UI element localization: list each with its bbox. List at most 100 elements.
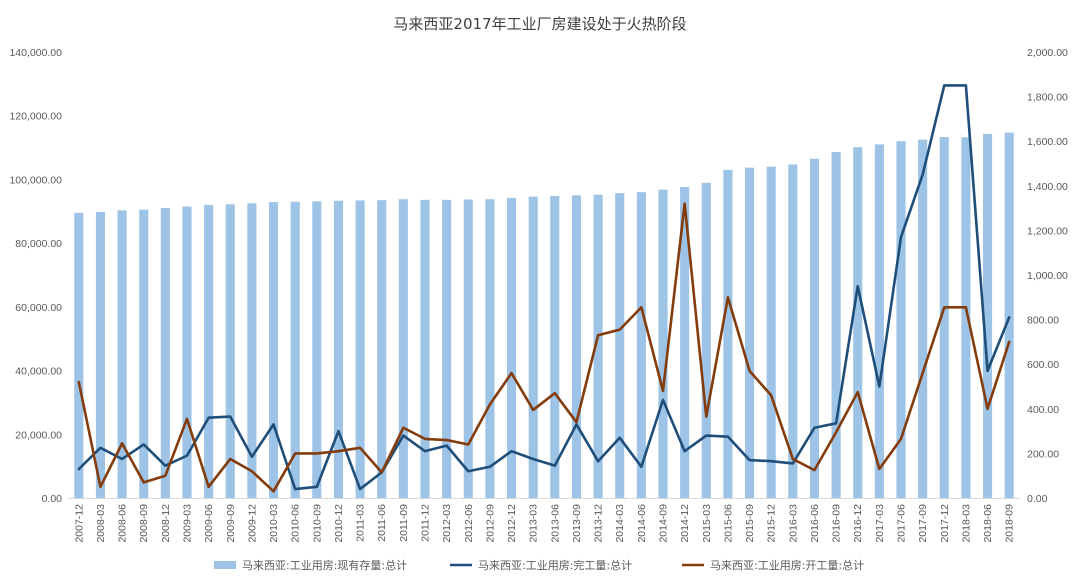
x-tick-label: 2007-12 [73, 504, 85, 543]
bar-2008-03 [95, 211, 105, 499]
x-tick-label: 2016-09 [831, 504, 843, 543]
bar-2013-06 [550, 195, 560, 499]
x-tick-label: 2018-06 [982, 504, 994, 543]
legend: 马来西亚:工业用房:现有存量:总计 马来西亚:工业用房:完工量:总计 马来西亚:工业… [214, 558, 864, 572]
bar-2011-03 [355, 200, 365, 498]
x-tick-label: 2008-09 [138, 504, 150, 543]
bar-2011-09 [398, 199, 408, 498]
bar-2015-09 [745, 167, 755, 498]
bar-2012-09 [485, 199, 495, 498]
legend-label: 马来西亚:工业用房:现有存量:总计 [242, 558, 407, 572]
bar-2015-12 [766, 166, 776, 498]
y-right-tick-label: 1,200.00 [1027, 225, 1068, 237]
bar-2010-09 [312, 201, 322, 498]
x-tick-label: 2011-03 [355, 504, 367, 542]
x-tick-label: 2012-03 [441, 504, 453, 543]
bar-2015-06 [723, 169, 733, 498]
bar-2012-03 [442, 199, 452, 498]
x-tick-label: 2015-03 [701, 504, 713, 543]
legend-item-1: 马来西亚:工业用房:现有存量:总计 [214, 558, 407, 572]
x-tick-label: 2017-06 [896, 504, 908, 543]
y-left-tick-label: 20,000.00 [15, 429, 62, 441]
x-tick-label: 2017-09 [917, 504, 929, 543]
x-tick-label: 2016-06 [809, 504, 821, 543]
y-right-tick-label: 1,400.00 [1027, 181, 1068, 193]
line-series-1 [77, 84, 1011, 491]
x-tick-label: 2009-06 [203, 504, 215, 543]
x-tick-label: 2017-03 [874, 504, 886, 543]
x-tick-label: 2014-06 [636, 504, 648, 543]
bar-2009-09 [225, 204, 235, 498]
bar-2018-03 [961, 137, 971, 498]
y-right-tick-label: 2,000.00 [1027, 47, 1068, 59]
y-right-tick-label: 1,000.00 [1027, 270, 1068, 282]
y-right-tick-label: 200.00 [1027, 448, 1059, 460]
bar-2010-12 [333, 200, 343, 498]
bar-2008-06 [117, 210, 127, 498]
bar-2014-12 [680, 187, 690, 498]
x-tick-label: 2010-03 [268, 504, 280, 543]
x-tick-label: 2015-12 [766, 504, 778, 543]
y-left-tick-label: 0.00 [42, 493, 63, 505]
x-tick-label: 2012-12 [506, 504, 518, 543]
x-tick-label: 2011-09 [398, 504, 410, 542]
x-tick-label: 2013-06 [549, 504, 561, 543]
bar-2014-06 [636, 192, 646, 499]
legend-item-2: 马来西亚:工业用房:完工量:总计 [450, 558, 632, 572]
bar-2011-12 [420, 199, 430, 498]
bar-2011-06 [377, 200, 387, 498]
legend-item-3: 马来西亚:工业用房:开工量:总计 [682, 558, 864, 572]
x-tick-label: 2014-09 [658, 504, 670, 543]
bar-2016-03 [788, 164, 798, 498]
bar-2016-12 [853, 147, 863, 498]
bar-2012-12 [507, 197, 517, 498]
bar-2008-09 [139, 209, 149, 498]
x-tick-label: 2010-06 [290, 504, 302, 543]
x-tick-label: 2013-03 [528, 504, 540, 543]
chart-title: 马来西亚2017年工业厂房建设处于火热阶段 [393, 15, 686, 33]
bar-2012-06 [463, 199, 473, 498]
x-tick-label: 2010-12 [333, 504, 345, 543]
bar-2013-03 [528, 196, 538, 498]
x-tick-label: 2017-12 [939, 504, 951, 543]
bar-2013-09 [571, 195, 581, 499]
bar-2016-06 [809, 158, 819, 498]
x-tick-label: 2009-03 [182, 504, 194, 543]
x-tick-label: 2013-12 [593, 504, 605, 543]
x-tick-label: 2013-09 [571, 504, 583, 543]
line-series-2 [77, 202, 1011, 493]
x-tick-label: 2018-03 [960, 504, 972, 543]
x-tick-label: 2018-09 [1004, 504, 1016, 543]
y-right-tick-label: 1,800.00 [1027, 92, 1068, 104]
bar-2009-06 [204, 204, 214, 498]
bar-2018-06 [983, 133, 993, 498]
bar-2010-03 [269, 202, 279, 499]
bar-2009-12 [247, 203, 257, 498]
y-right-tick-label: 400.00 [1027, 404, 1059, 416]
x-tick-label: 2008-12 [160, 504, 172, 543]
bar-2016-09 [831, 152, 841, 498]
bar-2009-03 [182, 206, 192, 498]
x-tick-label: 2015-06 [722, 504, 734, 543]
legend-label: 马来西亚:工业用房:开工量:总计 [710, 558, 864, 572]
y-left-tick-label: 40,000.00 [15, 366, 62, 378]
bar-2013-12 [593, 194, 603, 498]
x-tick-label: 2011-12 [420, 504, 432, 542]
y-right-tick-label: 800.00 [1027, 315, 1059, 327]
x-tick-label: 2008-06 [117, 504, 129, 543]
x-tick-label: 2014-03 [614, 504, 626, 543]
x-tick-label: 2012-06 [463, 504, 475, 543]
bar-2014-09 [658, 189, 668, 498]
y-left-tick-label: 140,000.00 [9, 47, 62, 59]
x-tick-label: 2012-09 [484, 504, 496, 543]
bar-2007-12 [74, 212, 84, 498]
line-series [77, 84, 1011, 493]
y-left-tick-label: 100,000.00 [9, 174, 62, 186]
bar-2018-09 [1004, 132, 1014, 498]
x-tick-label: 2016-03 [787, 504, 799, 543]
y-right-tick-label: 0.00 [1027, 493, 1048, 505]
bar-series [74, 132, 1014, 499]
y-left-tick-label: 120,000.00 [9, 111, 62, 123]
bar-2008-12 [160, 208, 170, 498]
